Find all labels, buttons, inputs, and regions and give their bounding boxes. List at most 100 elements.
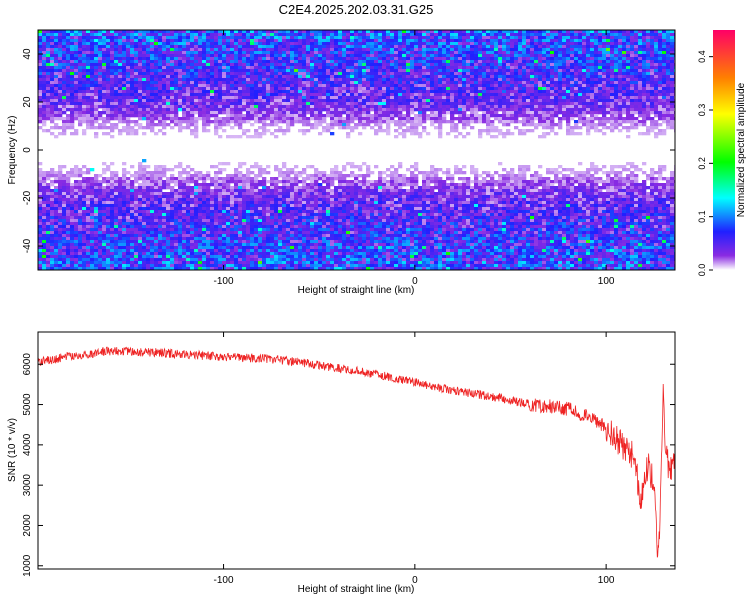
heatmap-cell (318, 264, 323, 268)
heatmap-cell (166, 72, 171, 76)
heatmap-cell (334, 45, 339, 49)
heatmap-cell (262, 126, 267, 130)
heatmap-cell (90, 207, 95, 211)
heatmap-cell (110, 45, 115, 49)
heatmap-cell (262, 171, 267, 175)
heatmap-cell (246, 30, 251, 34)
heatmap-cell (326, 78, 331, 82)
heatmap-cell (254, 219, 259, 223)
heatmap-cell (210, 102, 215, 106)
heatmap-cell (146, 75, 151, 79)
heatmap-cell (102, 264, 107, 268)
heatmap-cell (130, 60, 135, 64)
heatmap-cell (206, 252, 211, 256)
heatmap-cell (310, 243, 315, 247)
heatmap-cell (254, 99, 259, 103)
heatmap-cell (62, 105, 67, 109)
heatmap-cell (266, 57, 271, 61)
heatmap-cell (66, 225, 71, 229)
heatmap-cell (70, 33, 75, 37)
heatmap-cell (50, 42, 55, 46)
heatmap-cell (190, 75, 195, 79)
heatmap-cell (306, 87, 311, 91)
heatmap-cell (46, 81, 51, 85)
heatmap-cell (238, 180, 243, 184)
heatmap-cell (218, 228, 223, 232)
heatmap-cell (294, 96, 299, 100)
heatmap-cell (258, 51, 263, 55)
heatmap-cell (294, 48, 299, 52)
heatmap-cell (270, 132, 275, 136)
heatmap-cell (122, 117, 127, 121)
heatmap-cell (242, 237, 247, 241)
heatmap-cell (194, 39, 199, 43)
heatmap-cell (250, 201, 255, 205)
heatmap-cell (138, 126, 143, 130)
heatmap-cell (158, 75, 163, 79)
heatmap-cell (286, 222, 291, 226)
heatmap-cell (246, 57, 251, 61)
heatmap-cell (114, 180, 119, 184)
heatmap-cell (278, 237, 283, 241)
heatmap-cell (202, 246, 207, 250)
heatmap-cell (238, 111, 243, 115)
heatmap-cell (70, 126, 75, 130)
heatmap-cell (242, 129, 247, 133)
heatmap-cell (130, 246, 135, 250)
heatmap-cell (102, 105, 107, 109)
heatmap-cell (38, 189, 43, 193)
heatmap-cell (254, 174, 259, 178)
heatmap-cell (230, 198, 235, 202)
heatmap-cell (194, 135, 199, 139)
heatmap-cell (82, 108, 87, 112)
heatmap-cell (266, 219, 271, 223)
heatmap-cell (178, 183, 183, 187)
heatmap-cell (114, 174, 119, 178)
heatmap-cell (166, 42, 171, 46)
heatmap-cell (194, 231, 199, 235)
heatmap-cell (330, 207, 335, 211)
heatmap-cell (66, 72, 71, 76)
heatmap-cell (230, 45, 235, 49)
heatmap-cell (186, 177, 191, 181)
heatmap-cell (322, 63, 327, 67)
heatmap-cell (122, 36, 127, 40)
heatmap-cell (182, 51, 187, 55)
heatmap-cell (214, 252, 219, 256)
heatmap-cell (162, 36, 167, 40)
heatmap-cell (158, 237, 163, 241)
heatmap-cell (66, 186, 71, 190)
heatmap-cell (210, 210, 215, 214)
heatmap-cell (230, 135, 235, 139)
heatmap-cell (86, 84, 91, 88)
heatmap-cell (206, 105, 211, 109)
heatmap-cell (142, 231, 147, 235)
heatmap-cell (38, 237, 43, 241)
heatmap-cell (150, 267, 155, 270)
heatmap-cell (166, 117, 171, 121)
heatmap-cell (254, 162, 259, 166)
heatmap-cell (46, 105, 51, 109)
heatmap-cell (234, 51, 239, 55)
heatmap-cell (318, 189, 323, 193)
heatmap-cell (50, 240, 55, 244)
heatmap-cell (302, 54, 307, 58)
heatmap-cell (238, 30, 243, 34)
heatmap-cell (146, 63, 151, 67)
heatmap-cell (218, 57, 223, 61)
heatmap-cell (198, 258, 203, 262)
heatmap-cell (278, 42, 283, 46)
heatmap-cell (230, 93, 235, 97)
heatmap-cell (122, 234, 127, 238)
heatmap-cell (118, 210, 123, 214)
heatmap-cell (158, 267, 163, 270)
heatmap-cell (318, 72, 323, 76)
heatmap-cell (82, 48, 87, 52)
heatmap-cell (298, 243, 303, 247)
heatmap-cell (106, 207, 111, 211)
heatmap-cell (54, 111, 59, 115)
heatmap-cell (214, 51, 219, 55)
heatmap-cell (298, 66, 303, 70)
heatmap-cell (322, 105, 327, 109)
heatmap-cell (262, 186, 267, 190)
